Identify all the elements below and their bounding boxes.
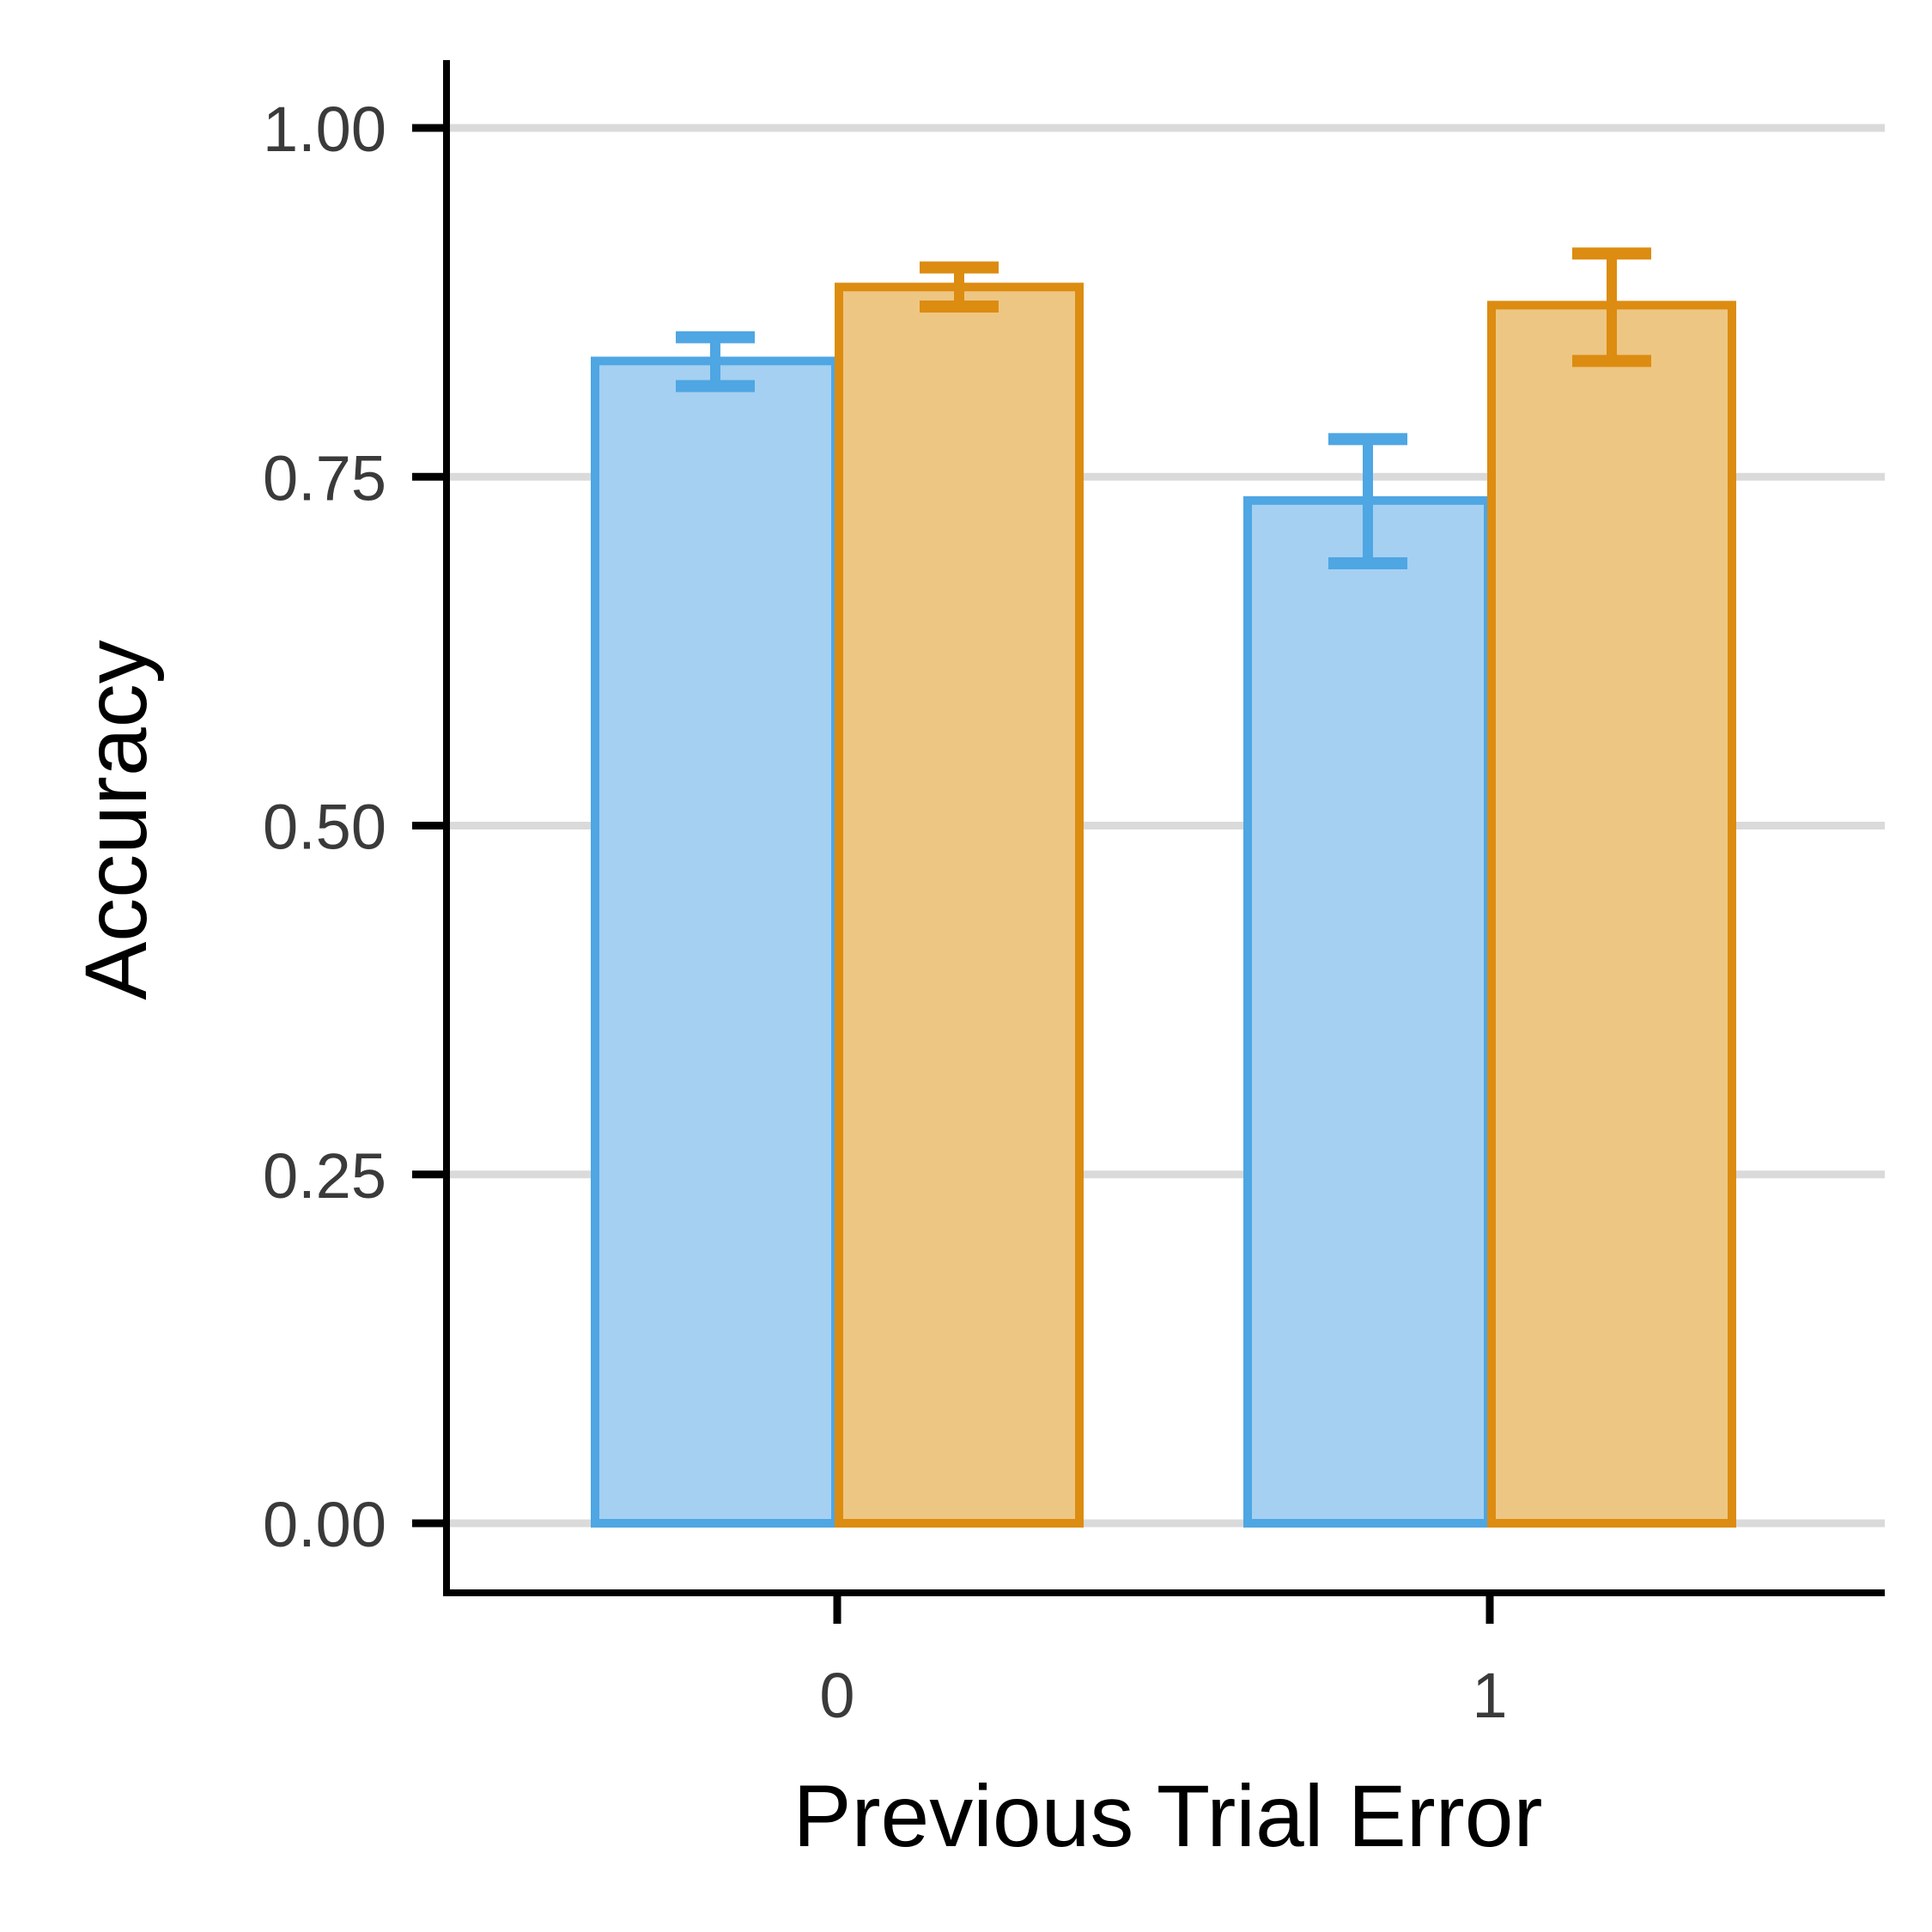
- y-tick-label: 0.00: [263, 1489, 386, 1560]
- bar-group: [591, 283, 1736, 1528]
- y-axis-title: Accuracy: [67, 640, 165, 999]
- bar: [1243, 495, 1492, 1528]
- bar: [591, 356, 840, 1528]
- y-tick-label: 1.00: [263, 94, 386, 165]
- y-tick-label: 0.75: [263, 442, 386, 513]
- y-tick-label: 0.25: [263, 1140, 386, 1212]
- y-tick-label: 0.50: [263, 792, 386, 863]
- bar: [835, 283, 1084, 1528]
- x-tick-label: 1: [1472, 1660, 1507, 1731]
- axes: 0.00 0.25 0.50 0.75 1.00 0 1: [263, 60, 1885, 1731]
- x-axis-title: Previous Trial Error: [793, 1767, 1543, 1865]
- x-tick-label: 0: [819, 1660, 854, 1731]
- bar: [1487, 301, 1736, 1528]
- error-bar-group: [676, 247, 1651, 569]
